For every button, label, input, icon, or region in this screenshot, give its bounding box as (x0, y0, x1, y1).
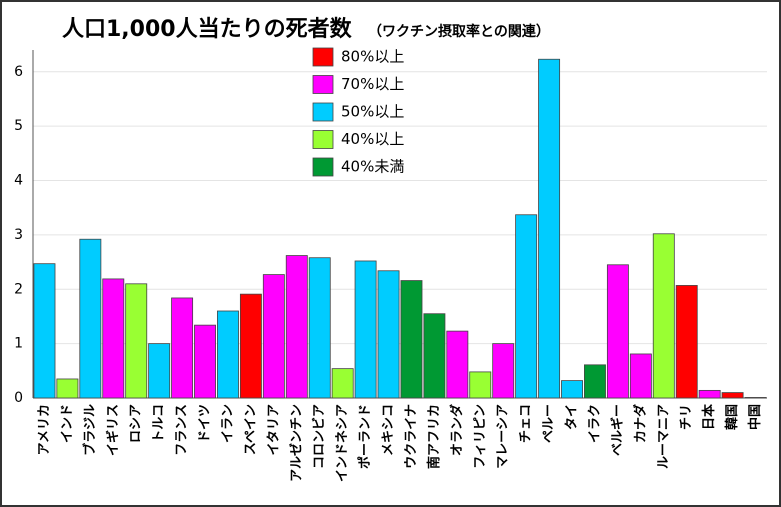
bar (629, 353, 652, 399)
x-tick-label: ブラジル (82, 404, 98, 456)
y-tick-label: 3 (14, 227, 23, 243)
bar (171, 297, 194, 399)
bar (102, 278, 125, 399)
bar (262, 274, 285, 399)
x-tick-label: スペイン (243, 404, 258, 455)
bar (675, 285, 698, 399)
y-tick-label: 5 (14, 118, 23, 134)
x-tick-label: マレーシア (496, 404, 511, 469)
x-tick-label: タイ (565, 404, 580, 430)
x-tick-label: ルーマニア (656, 404, 671, 469)
legend-swatch (312, 75, 334, 94)
x-tick-label: トルコ (152, 404, 167, 443)
y-tick-label: 2 (14, 281, 23, 297)
x-tick-label: ウクライナ (404, 404, 419, 469)
x-tick-label: フィリピン (473, 404, 488, 469)
x-tick-label: インド (60, 404, 75, 443)
bar (331, 368, 354, 399)
bar (56, 378, 79, 399)
x-tick-label: 韓国 (724, 404, 740, 430)
x-tick-label: イタリア (266, 404, 281, 455)
bar (125, 283, 148, 399)
bar (492, 343, 515, 399)
x-tick-label: イギリス (105, 404, 121, 456)
legend-swatch (312, 130, 334, 149)
legend-swatch (312, 157, 334, 177)
x-tick-label: 中国 (747, 404, 763, 430)
bar (285, 255, 308, 399)
bar (606, 264, 629, 399)
x-tick-label: ベルギー (609, 404, 625, 456)
x-tick-label: メキシコ (381, 404, 396, 456)
y-tick-label: 4 (14, 173, 23, 189)
legend-label: 50%以上 (341, 103, 404, 121)
x-tick-label: イラン (220, 404, 235, 443)
bar (538, 58, 561, 399)
legend-label: 80%以上 (341, 48, 404, 66)
y-tick-label: 0 (14, 390, 23, 406)
bar (584, 364, 606, 399)
legend-label: 40%以上 (341, 130, 404, 148)
x-tick-label: ペルー (542, 404, 557, 443)
x-tick-label: アメリカ (37, 404, 52, 455)
bar (354, 260, 377, 399)
y-tick-label: 1 (14, 336, 23, 352)
x-tick-label: ロシア (129, 404, 144, 443)
x-tick-label: イラク (587, 404, 602, 443)
x-tick-label: 南アフリカ (426, 404, 442, 469)
bar (33, 263, 56, 399)
bar (217, 310, 239, 399)
x-tick-label: カナダ (632, 404, 648, 443)
x-tick-label: チリ (679, 404, 694, 430)
bar (423, 313, 446, 399)
bar (79, 238, 102, 399)
bar (515, 214, 538, 399)
x-tick-label: ドイツ (198, 404, 213, 443)
chart-subtitle: （ワクチン摂取率との関連） (368, 23, 550, 40)
legend-swatch (312, 47, 334, 67)
bar (308, 257, 331, 399)
x-tick-label: 日本 (701, 404, 717, 430)
bar (561, 380, 583, 399)
x-tick-label: コロンビア (311, 404, 327, 469)
x-tick-label: チェコ (519, 404, 534, 443)
bar (698, 389, 721, 399)
x-tick-label: オランダ (449, 404, 465, 456)
bar (400, 280, 423, 399)
x-tick-label: ポーランド (357, 404, 373, 469)
bar (194, 324, 216, 399)
legend-label: 70%以上 (341, 75, 404, 93)
bar (446, 330, 469, 399)
bar (377, 270, 400, 399)
bar (652, 233, 675, 399)
bar (239, 293, 262, 399)
bar (469, 371, 492, 399)
x-tick-label: フランス (175, 404, 190, 456)
x-tick-label: インドネシア (335, 404, 350, 482)
bar (744, 397, 767, 399)
bar (148, 343, 171, 399)
y-tick-label: 6 (14, 64, 23, 80)
chart-title: 人口1,000人当たりの死者数 (62, 16, 353, 42)
legend-label: 40%未満 (341, 158, 404, 176)
x-tick-label: アルゼンチン (288, 404, 304, 482)
bar (721, 392, 744, 399)
legend-swatch (312, 102, 334, 122)
